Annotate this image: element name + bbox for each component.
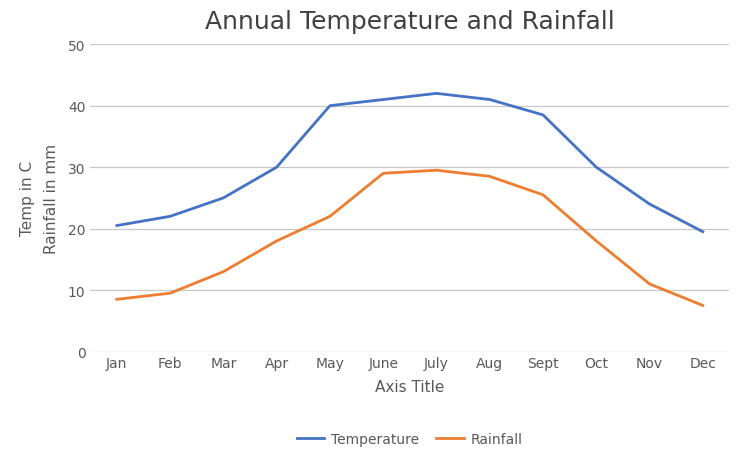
Temperature bbox=[645, 202, 654, 207]
Temperature bbox=[699, 230, 708, 235]
Temperature bbox=[272, 165, 281, 170]
Temperature bbox=[379, 97, 388, 103]
X-axis label: Axis Title: Axis Title bbox=[375, 379, 444, 394]
Rainfall bbox=[272, 239, 281, 244]
Rainfall bbox=[112, 297, 121, 302]
Temperature bbox=[592, 165, 601, 170]
Rainfall bbox=[538, 193, 547, 198]
Rainfall bbox=[485, 174, 494, 179]
Legend: Temperature, Rainfall: Temperature, Rainfall bbox=[291, 426, 529, 451]
Temperature bbox=[326, 104, 335, 109]
Rainfall bbox=[379, 171, 388, 177]
Rainfall bbox=[326, 214, 335, 220]
Rainfall bbox=[219, 269, 228, 275]
Title: Annual Temperature and Rainfall: Annual Temperature and Rainfall bbox=[205, 9, 614, 33]
Y-axis label: Temp in C
Rainfall in mm: Temp in C Rainfall in mm bbox=[20, 143, 59, 253]
Line: Rainfall: Rainfall bbox=[117, 171, 703, 306]
Rainfall bbox=[165, 291, 174, 296]
Temperature bbox=[165, 214, 174, 220]
Rainfall bbox=[592, 239, 601, 244]
Line: Temperature: Temperature bbox=[117, 94, 703, 232]
Temperature bbox=[485, 97, 494, 103]
Temperature bbox=[432, 92, 441, 97]
Temperature bbox=[538, 113, 547, 118]
Temperature bbox=[219, 196, 228, 201]
Temperature bbox=[112, 223, 121, 229]
Rainfall bbox=[645, 281, 654, 287]
Rainfall bbox=[432, 168, 441, 174]
Rainfall bbox=[699, 303, 708, 308]
